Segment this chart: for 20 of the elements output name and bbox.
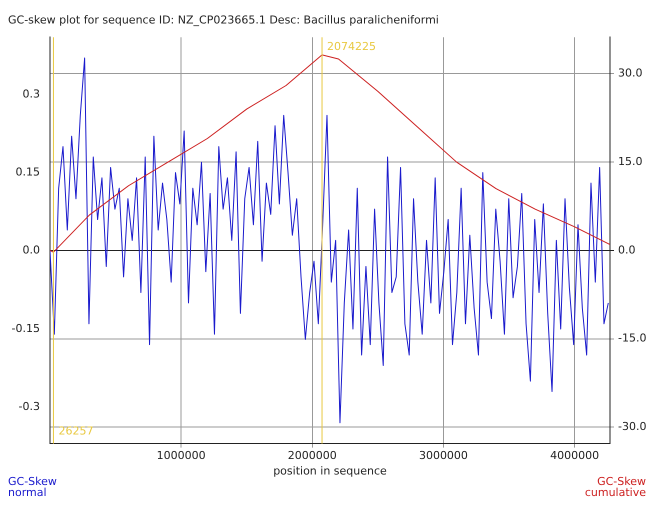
x-tick-label: 3000000 (418, 449, 468, 462)
y2-tick-label: 15.0 (618, 154, 642, 168)
y-tick-label: 0.15 (16, 166, 40, 179)
y2-tick-label: 0.0 (618, 243, 636, 256)
y-tick-label: 0.3 (22, 87, 40, 100)
ref-line-label: 2074225 (327, 40, 376, 54)
x-tick-label: 4000000 (550, 449, 600, 462)
ref-line-label: 26257 (58, 424, 94, 438)
y2-axis-title: GC-Skew cumulative (584, 475, 646, 499)
y-tick-label: -0.15 (12, 322, 40, 335)
y-tick-label: -0.3 (18, 400, 40, 413)
x-axis-title: position in sequence (273, 464, 388, 478)
x-tick-label: 2000000 (288, 449, 337, 462)
y2-tick-label: -30.0 (618, 420, 646, 433)
y2-tick-label: -15.0 (618, 332, 646, 345)
x-tick-label: 1000000 (156, 449, 206, 462)
y-tick-label: 0.0 (22, 244, 40, 257)
y2-tick-label: 30.0 (618, 66, 642, 80)
y-axis-title: GC-Skew normal (8, 475, 58, 499)
chart-title: GC-skew plot for sequence ID: NZ_CP023665.1 Desc: Bacillus paralicheniformi (8, 13, 439, 26)
